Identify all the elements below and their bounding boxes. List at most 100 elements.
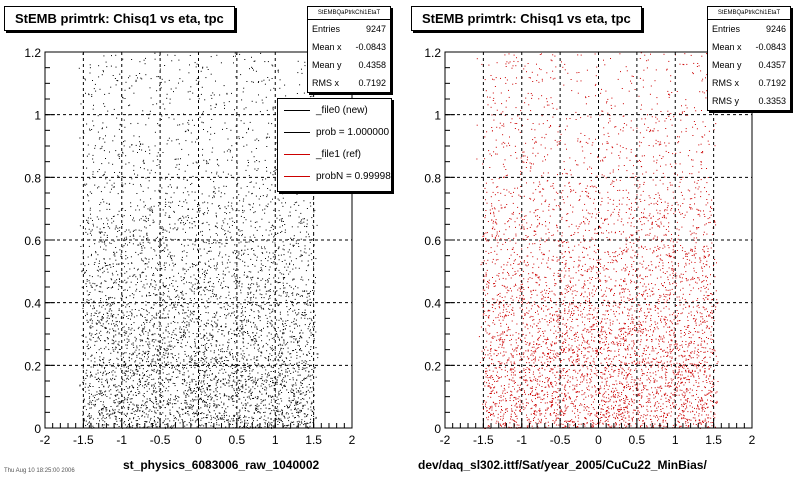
data-point (154, 382, 156, 384)
data-point (243, 396, 245, 398)
data-point (190, 310, 191, 312)
data-point (280, 218, 282, 220)
data-point (262, 307, 264, 309)
data-point (251, 277, 253, 279)
data-point (106, 417, 107, 419)
data-point (122, 317, 124, 319)
data-point (233, 281, 235, 283)
data-point (215, 295, 217, 297)
data-point (308, 279, 310, 281)
data-point (100, 390, 102, 392)
data-point (243, 217, 245, 218)
data-point (209, 403, 211, 405)
data-point (241, 249, 243, 251)
data-point (116, 405, 118, 407)
data-point (306, 377, 308, 379)
data-point (228, 312, 230, 314)
data-point (146, 398, 148, 400)
data-point (140, 185, 142, 187)
data-point (116, 263, 118, 265)
data-point (206, 66, 208, 68)
data-point (111, 365, 113, 367)
data-point (208, 385, 210, 387)
data-point (250, 359, 252, 361)
data-point (202, 401, 204, 403)
data-point (244, 369, 246, 371)
data-point (272, 396, 274, 398)
data-point (279, 313, 281, 315)
data-point (154, 354, 155, 356)
data-point (116, 80, 118, 81)
data-point (112, 347, 114, 349)
data-point (150, 295, 152, 296)
data-point (237, 269, 239, 271)
data-point (107, 223, 108, 225)
data-point (162, 232, 164, 233)
data-point (258, 94, 259, 96)
data-point (114, 394, 116, 396)
data-point (267, 281, 269, 283)
data-point (173, 192, 175, 194)
data-point (205, 286, 207, 288)
data-point (194, 241, 196, 243)
data-point (130, 329, 132, 331)
data-point (184, 353, 186, 355)
data-point (196, 264, 198, 266)
data-point (146, 319, 148, 321)
data-point (189, 356, 191, 358)
data-point (112, 370, 114, 372)
data-point (220, 326, 222, 328)
data-point (225, 411, 227, 413)
data-point (289, 285, 291, 287)
data-point (238, 253, 240, 255)
data-point (191, 381, 193, 383)
data-point (154, 288, 156, 290)
data-point (100, 409, 102, 411)
data-point (118, 157, 120, 159)
data-point (254, 396, 256, 398)
data-point (179, 326, 181, 328)
data-point (114, 402, 116, 404)
data-point (260, 279, 262, 281)
data-point (299, 424, 301, 426)
data-point (97, 131, 99, 133)
data-point (243, 417, 245, 418)
data-point (253, 336, 255, 338)
data-point (142, 359, 144, 361)
data-point (256, 340, 258, 342)
data-point (198, 404, 199, 405)
data-point (112, 263, 114, 265)
data-point (190, 388, 192, 390)
scatter-points-0 (78, 52, 319, 429)
data-point (146, 238, 147, 239)
data-point (257, 277, 259, 279)
data-point (211, 172, 213, 174)
data-point (177, 158, 179, 160)
data-point (158, 345, 160, 347)
data-point (219, 246, 221, 248)
data-point (257, 363, 259, 365)
data-point (231, 145, 233, 147)
data-point (179, 372, 181, 374)
data-point (202, 370, 204, 371)
data-point (195, 217, 197, 218)
data-point (183, 421, 185, 423)
data-point (92, 120, 94, 122)
data-point (122, 224, 123, 225)
data-point (79, 137, 81, 139)
data-point (301, 312, 303, 313)
data-point (163, 420, 165, 422)
data-point (104, 308, 106, 310)
data-point (276, 411, 278, 412)
data-point (101, 145, 103, 147)
data-point (161, 342, 163, 344)
data-point (127, 397, 129, 399)
data-point (171, 403, 173, 405)
data-point (117, 175, 119, 177)
data-point (91, 234, 92, 236)
data-point (126, 341, 128, 343)
data-point (148, 258, 150, 260)
data-point (183, 330, 185, 332)
data-point (92, 80, 93, 81)
data-point (139, 367, 141, 369)
